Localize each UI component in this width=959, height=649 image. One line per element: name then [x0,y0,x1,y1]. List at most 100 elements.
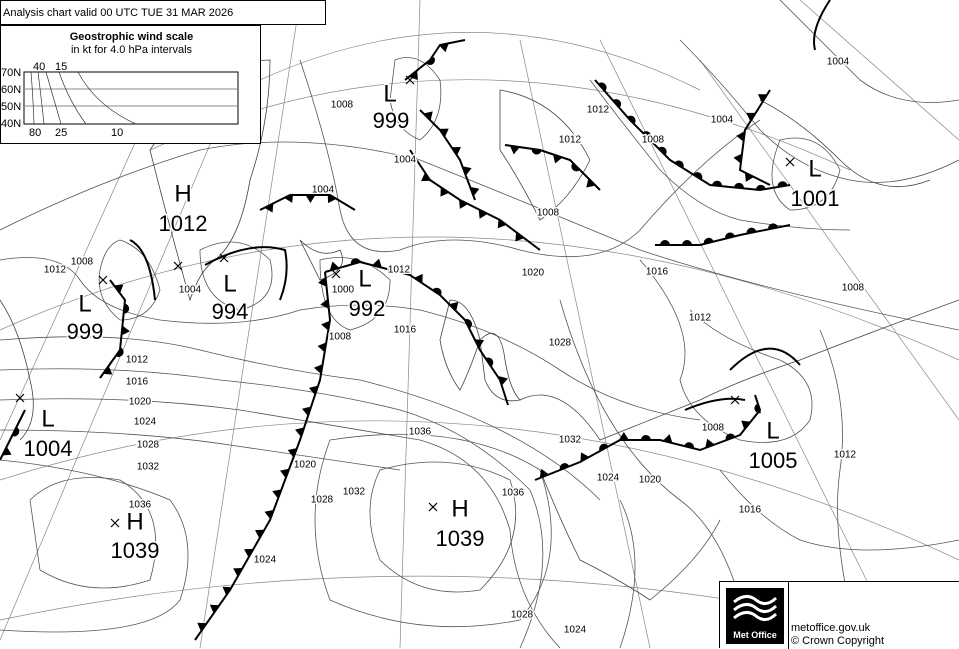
warm-front-semicircle [350,258,361,265]
warm-front-semicircle [777,181,788,188]
warm-front-semicircle [746,227,757,234]
warm-front-semicircle [733,182,744,189]
cold-front-triangle [497,218,507,229]
cold-front-triangle [421,172,431,182]
met-office-logo: Met Office [726,588,784,644]
centre-cross-icon [15,393,25,403]
cold-front-triangle [498,376,508,386]
isobar-label: 1024 [134,417,157,428]
warm-front-semicircle [559,463,570,470]
isobar-label: 1016 [126,377,149,388]
warm-front [655,224,791,246]
isobar-label: 1004 [711,115,734,126]
isobar-label: 1008 [537,208,560,219]
cold-front-triangle [317,342,327,353]
cold-front-triangle [222,586,232,596]
cold-front-triangle [470,186,480,197]
isobar [314,433,552,628]
central-pressure: 999 [373,108,410,133]
cold-front-triangle [757,94,768,103]
copyright: © Crown Copyright [791,635,885,647]
warm-front [594,79,791,192]
isobar [369,461,517,593]
cold-front-triangle [662,434,673,444]
cold-front-triangle [102,365,113,375]
cold-front-triangle [462,166,472,176]
cold-front-triangle [121,325,130,336]
isobar-label: 1016 [646,267,669,278]
warm-front-semicircle [485,357,494,367]
low-symbol: L [223,270,236,297]
cold-front-triangle [744,172,754,182]
isobar [0,429,401,471]
fronts [0,0,831,641]
central-pressure: 999 [67,319,104,344]
isobar-label: 1024 [597,473,620,484]
warm-front-semicircle [598,82,607,92]
cold-front-triangle [305,195,316,203]
isobar [98,239,161,321]
scale-lat-label: 50N [1,101,21,113]
scale-lat-label: 70N [1,67,21,79]
cold-front-triangle [414,273,423,284]
centre-cross-icon [173,261,183,271]
isobar [389,57,442,141]
central-pressure: 1039 [436,526,485,551]
cold-front-triangle [284,193,294,203]
cold-front-triangle [209,604,220,614]
isobar-label: 1008 [642,135,665,146]
pressure-centres: L999L1001H1012L994L992L999L1004L1005H103… [15,75,841,564]
high-symbol: H [126,508,143,535]
central-pressure: 992 [349,296,386,321]
occluded-front [404,39,466,81]
isobar-label: 1012 [689,313,712,324]
centre-cross-icon [98,275,108,285]
cold-front-triangle [459,199,468,209]
isobar-label: 1004 [179,285,202,296]
isobar-label: 1032 [137,462,160,473]
centre-cross-icon [428,502,438,512]
geostrophic-wind-scale: Geostrophic wind scale in kt for 4.0 hPa… [0,25,261,144]
isobar [771,137,841,211]
isobar-label: 1028 [511,610,534,621]
cold-front-triangle [439,128,449,138]
isobar-label: 1028 [549,338,572,349]
cold-front-triangle [255,529,265,539]
central-pressure: 1039 [111,538,160,563]
isobar [639,259,813,443]
isobar-label: 1028 [137,440,160,451]
low-symbol: L [358,265,371,292]
warm-front-semicircle [115,347,124,357]
isobar [0,141,959,331]
wind-scale-title: Geostrophic wind scale [69,31,194,43]
warm-front-semicircle [599,443,609,452]
isobar-label: 1012 [834,450,857,461]
cold-front [419,109,476,201]
isobar-label: 1012 [388,265,411,276]
cold-front-triangle [244,548,254,558]
website-link[interactable]: metoffice.gov.uk [791,622,871,634]
isobar-label: 1020 [639,475,662,486]
isobar-label: 1008 [702,423,725,434]
central-pressure: 1005 [749,448,798,473]
cold-front-triangle [287,448,297,458]
waves-icon [733,595,778,621]
isobar-label: 1020 [294,460,317,471]
isobar [719,469,959,551]
cold-front-triangle [478,209,488,219]
warm-front-semicircle [693,172,703,180]
scale-lat-label: 40N [1,118,21,130]
isobar-label: 1016 [739,505,762,516]
trough [129,239,156,301]
cold-front-triangle [295,427,305,437]
isobar-label: 1008 [842,283,865,294]
warm-front-semicircle [703,237,714,245]
isobar [679,39,959,183]
isobar-label: 1036 [502,488,525,499]
warm-front-semicircle [642,131,652,140]
chart-title: Analysis chart valid 00 UTC TUE 31 MAR 2… [0,0,326,25]
trough [729,347,801,371]
cold-front-triangle [733,153,743,164]
isobar-label: 1000 [332,285,355,296]
warm-front-semicircle [712,180,723,187]
